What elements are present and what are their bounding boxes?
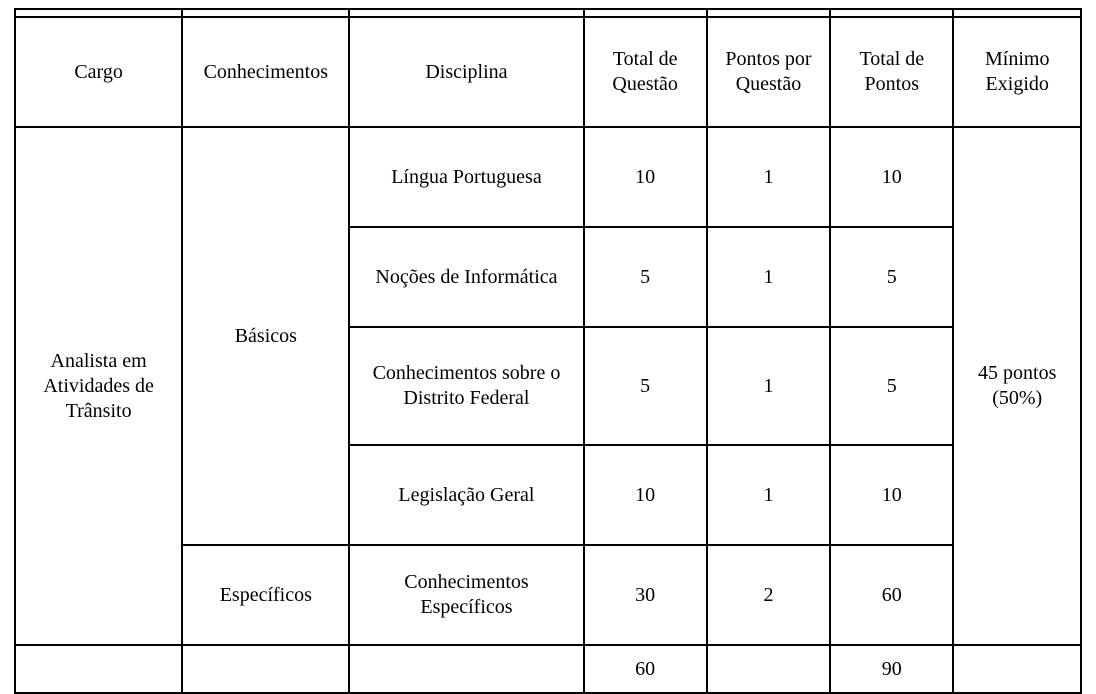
cell-total-questao: 30 [584, 545, 707, 645]
col-header-conhecimentos: Conhecimentos [182, 17, 349, 127]
col-header-minimo-exigido: Mínimo Exigido [953, 17, 1081, 127]
table-row-residual [15, 9, 1081, 17]
cell-empty [182, 645, 349, 693]
col-header-cargo: Cargo [15, 17, 182, 127]
cell-disciplina: Língua Portuguesa [349, 127, 583, 227]
cell-pontos-por-questao: 1 [707, 227, 830, 327]
cell-total-pontos: 5 [830, 327, 953, 445]
cell-pontos-por-questao: 2 [707, 545, 830, 645]
cell-total-questao: 10 [584, 445, 707, 545]
cell-minimo-exigido: 45 pontos (50%) [953, 127, 1081, 645]
cell-total-pontos: 60 [830, 545, 953, 645]
table-row-totals: 60 90 [15, 645, 1081, 693]
col-header-total-questao: Total de Questão [584, 17, 707, 127]
col-header-total-pontos: Total de Pontos [830, 17, 953, 127]
cell-disciplina: Noções de Informática [349, 227, 583, 327]
col-header-pontos-por-questao: Pontos por Questão [707, 17, 830, 127]
cell-conhecimentos-basicos: Básicos [182, 127, 349, 545]
cell-conhecimentos-especificos: Específicos [182, 545, 349, 645]
table-header-row: Cargo Conhecimentos Disciplina Total de … [15, 17, 1081, 127]
exam-structure-table: Cargo Conhecimentos Disciplina Total de … [14, 8, 1082, 694]
table-row: Analista em Atividades de Trânsito Básic… [15, 127, 1081, 227]
cell-empty [349, 645, 583, 693]
cell-pontos-por-questao: 1 [707, 445, 830, 545]
cell-empty [15, 645, 182, 693]
cell-total-pontos: 5 [830, 227, 953, 327]
cell-cargo: Analista em Atividades de Trânsito [15, 127, 182, 645]
cell-total-questao: 5 [584, 227, 707, 327]
cell-total-questao: 10 [584, 127, 707, 227]
cell-pontos-por-questao: 1 [707, 327, 830, 445]
cell-total-pontos-sum: 90 [830, 645, 953, 693]
cell-total-pontos: 10 [830, 127, 953, 227]
cell-empty [953, 645, 1081, 693]
cell-empty [707, 645, 830, 693]
cell-total-questao: 5 [584, 327, 707, 445]
cell-total-questao-sum: 60 [584, 645, 707, 693]
cell-total-pontos: 10 [830, 445, 953, 545]
cell-disciplina: Legislação Geral [349, 445, 583, 545]
cell-pontos-por-questao: 1 [707, 127, 830, 227]
cell-disciplina: Conhecimentos sobre o Distrito Federal [349, 327, 583, 445]
col-header-disciplina: Disciplina [349, 17, 583, 127]
cell-disciplina: Conhecimentos Específicos [349, 545, 583, 645]
